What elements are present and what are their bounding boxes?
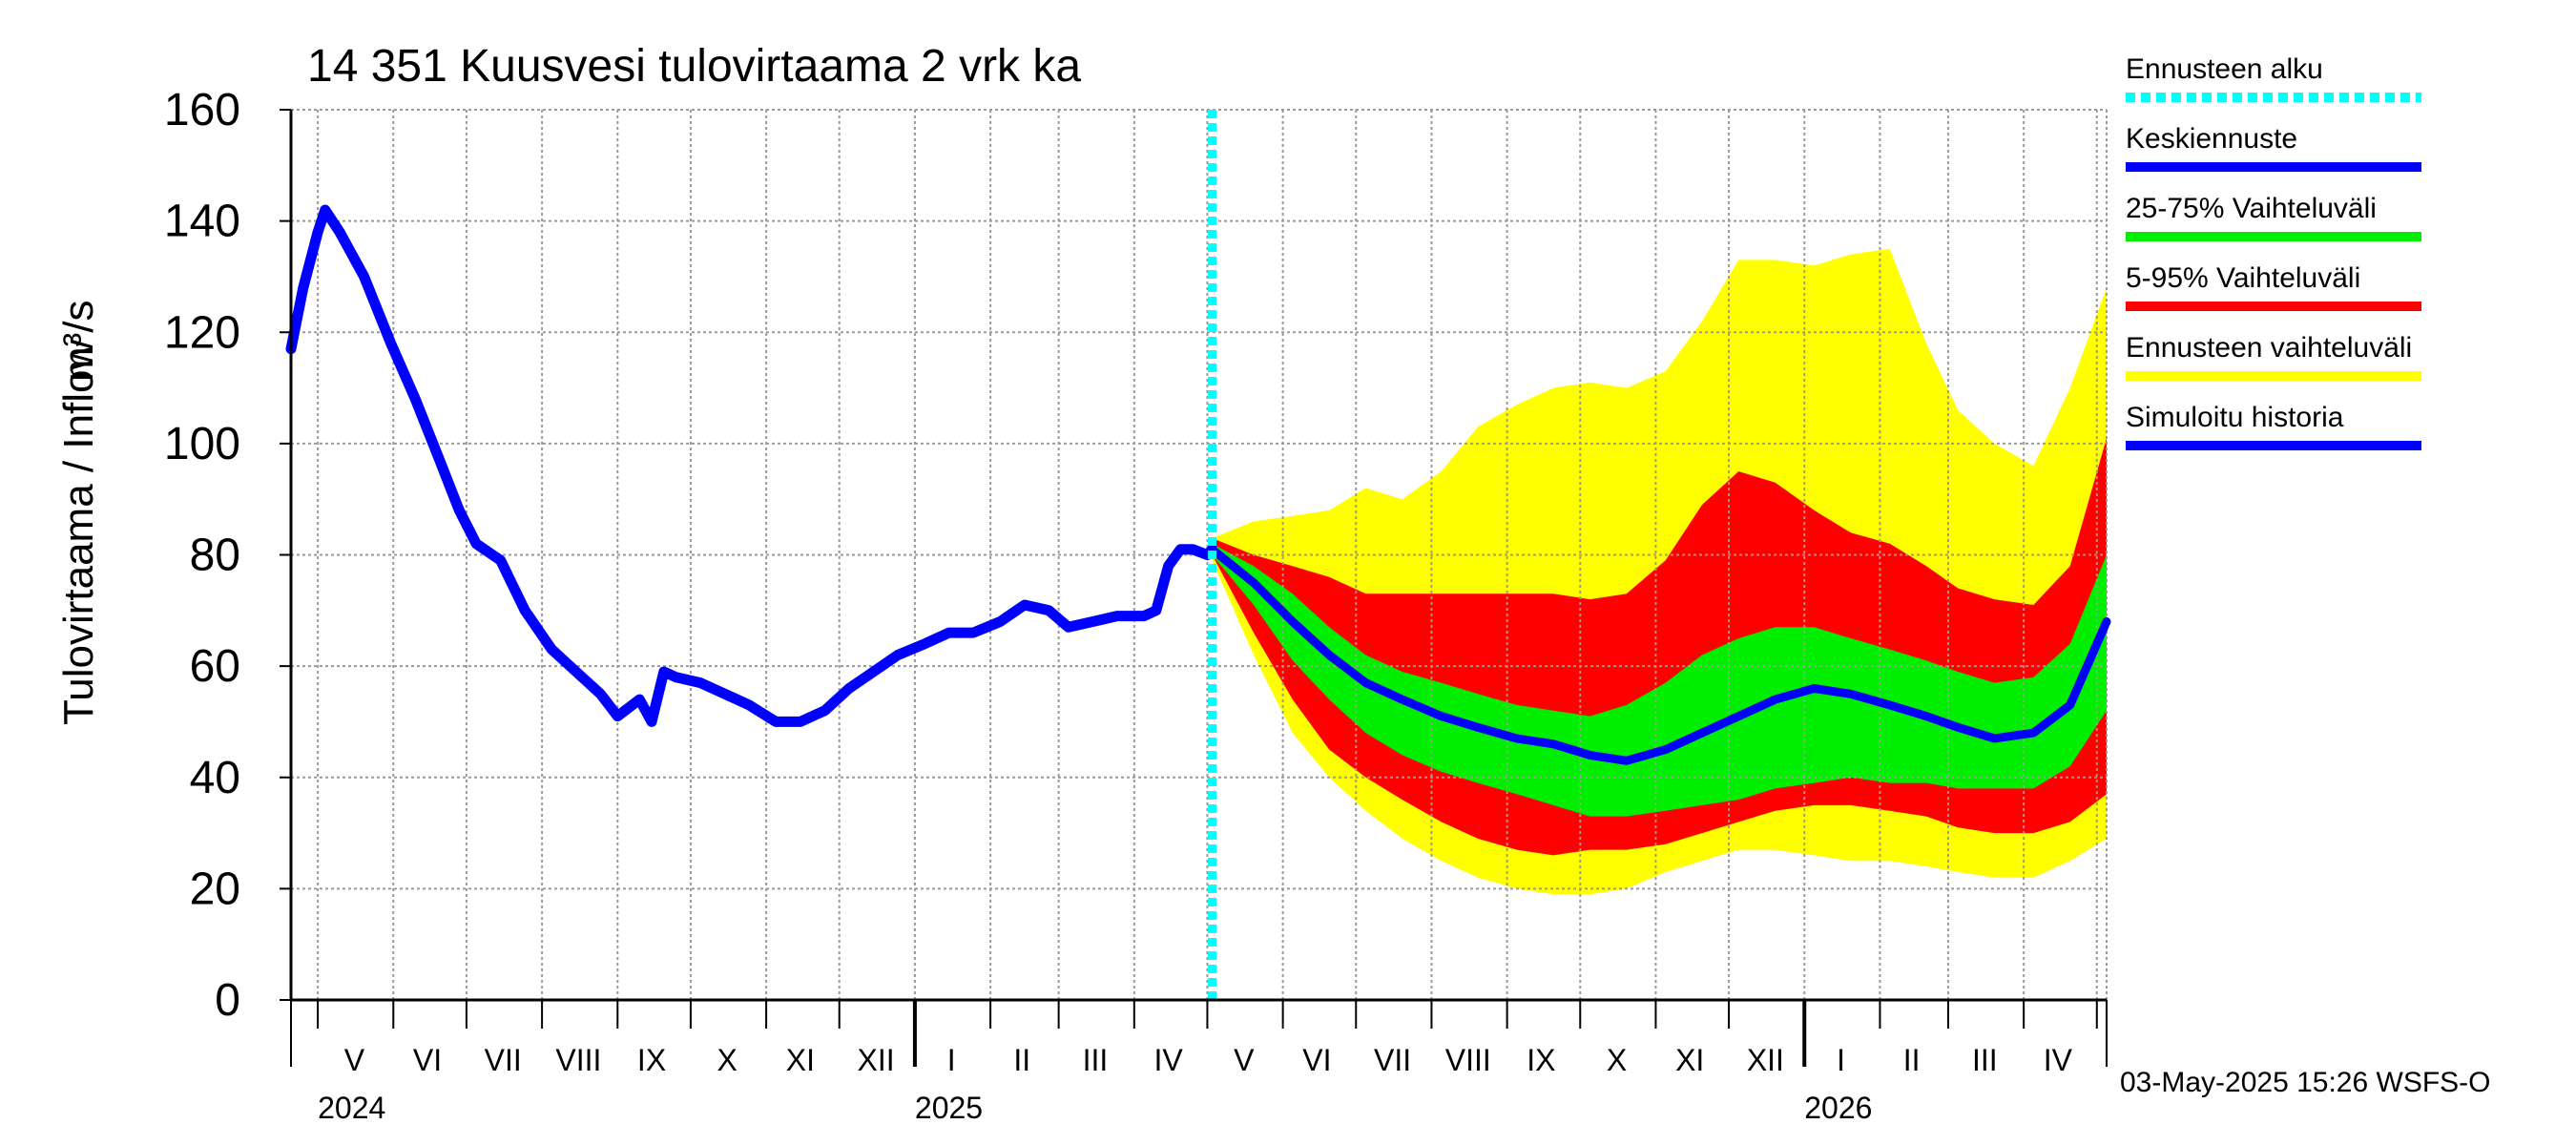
month-label: VIII	[1445, 1043, 1491, 1077]
month-label: IX	[637, 1043, 666, 1077]
legend-label: 5-95% Vaihteluväli	[2126, 262, 2360, 294]
y-tick-labels: 0 20 40 60 80 100 120 140 160	[164, 85, 291, 1026]
y-axis-title: Tulovirtaama / Inflow	[55, 339, 102, 725]
legend-label: 25-75% Vaihteluväli	[2126, 193, 2377, 224]
series-simulated-history	[285, 204, 1217, 727]
y-tick-label: 40	[190, 753, 240, 803]
legend-item: Simuloitu historia	[2126, 402, 2421, 450]
month-label: VI	[1302, 1043, 1331, 1077]
y-tick-label: 160	[164, 85, 240, 135]
y-tick-label: 100	[164, 419, 240, 469]
month-label: VII	[1374, 1043, 1411, 1077]
y-tick-label: 140	[164, 197, 240, 247]
y-tick-label: 20	[190, 864, 240, 914]
month-label: VII	[485, 1043, 522, 1077]
month-label: II	[1903, 1043, 1921, 1077]
month-label: V	[344, 1043, 365, 1077]
month-label: I	[1837, 1043, 1845, 1077]
month-label: V	[1234, 1043, 1255, 1077]
month-label: III	[1972, 1043, 1998, 1077]
chart-title: 14 351 Kuusvesi tulovirtaama 2 vrk ka	[307, 41, 1081, 92]
footer-timestamp: 03-May-2025 15:26 WSFS-O	[2120, 1067, 2491, 1098]
month-label: IV	[2044, 1043, 2073, 1077]
year-label: 2026	[1804, 1091, 1872, 1125]
series-mean-forecast	[1208, 545, 2111, 765]
legend-label: Ennusteen vaihteluväli	[2126, 332, 2412, 364]
month-label: IV	[1153, 1043, 1183, 1077]
grid-lines	[291, 109, 2108, 1000]
y-tick-label: 80	[190, 531, 240, 581]
month-label: IX	[1527, 1043, 1555, 1077]
series-lines	[285, 204, 2111, 765]
legend-label: Ennusteen alku	[2126, 53, 2323, 85]
y-axis-unit: m³/s	[55, 300, 102, 382]
month-label: XII	[857, 1043, 894, 1077]
y-tick-label: 0	[215, 975, 240, 1026]
month-label: XI	[1675, 1043, 1704, 1077]
y-tick-label: 120	[164, 307, 240, 358]
x-month-labels: V VI VII VIII IX X XI XII I II III IV V VI VII VIII IX X X…	[344, 1043, 2073, 1077]
legend-item: Ennusteen vaihteluväli	[2126, 332, 2421, 381]
year-label: 2025	[915, 1091, 983, 1125]
month-label: X	[1607, 1043, 1627, 1077]
legend-item: Ennusteen alku	[2126, 53, 2421, 102]
year-label: 2024	[318, 1091, 385, 1125]
month-label: XII	[1747, 1043, 1784, 1077]
band-25-75	[1212, 543, 2107, 817]
month-label: X	[717, 1043, 737, 1077]
month-label: II	[1013, 1043, 1030, 1077]
month-label: VIII	[555, 1043, 601, 1077]
x-year-labels: 2024 2025 2026	[318, 1091, 1872, 1125]
forecast-bands	[1212, 248, 2107, 895]
month-label: XI	[786, 1043, 815, 1077]
legend-label: Keskiennuste	[2126, 123, 2297, 155]
legend-item: 5-95% Vaihteluväli	[2126, 262, 2421, 311]
legend-item: 25-75% Vaihteluväli	[2126, 193, 2421, 241]
legend-label: Simuloitu historia	[2126, 402, 2344, 433]
legend: Ennusteen alku Keskiennuste 25-75% Vaihtel…	[2126, 53, 2421, 450]
legend-item: Keskiennuste	[2126, 123, 2421, 172]
month-label: I	[947, 1043, 956, 1077]
month-label: VI	[413, 1043, 442, 1077]
month-label: III	[1083, 1043, 1109, 1077]
y-tick-label: 60	[190, 641, 240, 692]
